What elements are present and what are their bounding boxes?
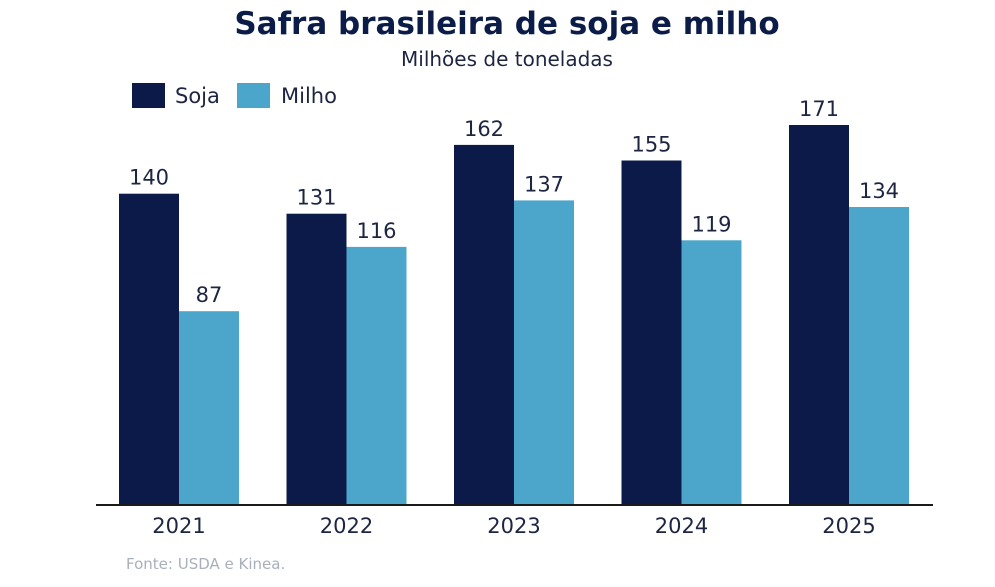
chart-title: Safra brasileira de soja e milho: [234, 6, 779, 42]
chart-subtitle: Milhões de toneladas: [401, 47, 613, 71]
source-note: Fonte: USDA e Kinea.: [126, 555, 285, 573]
value-label-milho-2023: 137: [524, 172, 564, 196]
legend-label-soja: Soja: [175, 84, 220, 108]
legend-label-milho: Milho: [281, 84, 337, 108]
value-label-milho-2024: 119: [691, 212, 731, 236]
x-tick-label-2024: 2024: [655, 514, 708, 538]
bar-soja-2024: [621, 160, 682, 504]
bar-milho-2022: [346, 246, 407, 504]
value-label-milho-2021: 87: [196, 283, 223, 307]
x-tick-label-2021: 2021: [152, 514, 205, 538]
x-tick-label-2023: 2023: [487, 514, 540, 538]
bar-soja-2021: [119, 193, 179, 504]
value-label-soja-2021: 140: [129, 166, 169, 190]
bar-soja-2025: [789, 125, 849, 504]
bar-milho-2025: [849, 207, 909, 504]
x-tick-label-2025: 2025: [822, 514, 875, 538]
legend-swatch-soja: [132, 83, 165, 108]
legend: Soja Milho: [132, 83, 337, 108]
value-label-milho-2022: 116: [356, 219, 396, 243]
value-label-soja-2023: 162: [464, 117, 504, 141]
bar-milho-2024: [681, 240, 742, 505]
bar-milho-2023: [514, 200, 574, 504]
value-labels-group: 140 87 131 116 162 137 155 119 171 134: [129, 97, 899, 307]
bars-group: [119, 125, 909, 505]
bar-soja-2023: [454, 144, 514, 504]
value-label-soja-2022: 131: [296, 186, 336, 210]
value-label-soja-2025: 171: [799, 97, 839, 121]
value-label-soja-2024: 155: [631, 133, 671, 157]
value-label-milho-2025: 134: [859, 179, 899, 203]
legend-swatch-milho: [237, 83, 270, 108]
bar-milho-2021: [179, 311, 239, 504]
x-axis-ticks: 2021 2022 2023 2024 2025: [152, 514, 875, 538]
x-tick-label-2022: 2022: [320, 514, 373, 538]
bar-soja-2022: [286, 213, 347, 504]
